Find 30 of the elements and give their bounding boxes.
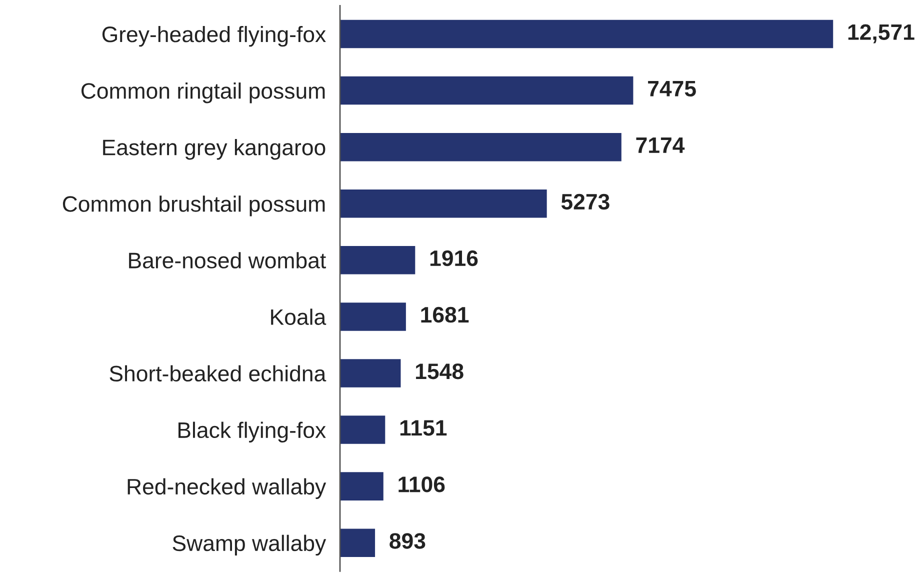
- y-tick-label: Eastern grey kangaroo: [103, 139, 326, 160]
- data-label: 1681: [421, 306, 469, 323]
- y-tick-label: Common brushtail possum: [62, 196, 325, 216]
- data-label: 1106: [398, 476, 445, 492]
- data-label: 1548: [416, 363, 464, 380]
- data-label: 1916: [430, 250, 478, 266]
- data-label: 1151: [400, 420, 447, 436]
- bar: [340, 132, 622, 162]
- y-tick-label: Short-beaked echidna: [110, 365, 326, 382]
- data-label: 5273: [561, 194, 610, 210]
- bar: [340, 246, 416, 274]
- data-label: 7174: [636, 138, 685, 153]
- y-tick-label: Black flying-fox: [178, 422, 326, 442]
- bar: [340, 416, 386, 444]
- y-tick-label: Red-necked wallaby: [128, 478, 326, 499]
- y-tick-label: Swamp wallaby: [172, 534, 326, 556]
- bar: [340, 20, 834, 48]
- bar: [340, 359, 401, 388]
- bar: [340, 302, 406, 331]
- y-tick-label: Grey-headed flying-fox: [102, 26, 326, 47]
- y-tick-label: Koala: [271, 308, 326, 325]
- data-label: 893: [390, 533, 426, 549]
- bar: [340, 189, 547, 218]
- y-tick-label: Bare-nosed wombat: [129, 252, 326, 268]
- data-label: 7475: [648, 81, 696, 97]
- bar: [340, 472, 384, 500]
- y-tick-label: Common ringtail possum: [81, 82, 325, 104]
- data-label: 12,571: [848, 24, 914, 44]
- bar: [340, 76, 634, 105]
- bar: [340, 528, 376, 557]
